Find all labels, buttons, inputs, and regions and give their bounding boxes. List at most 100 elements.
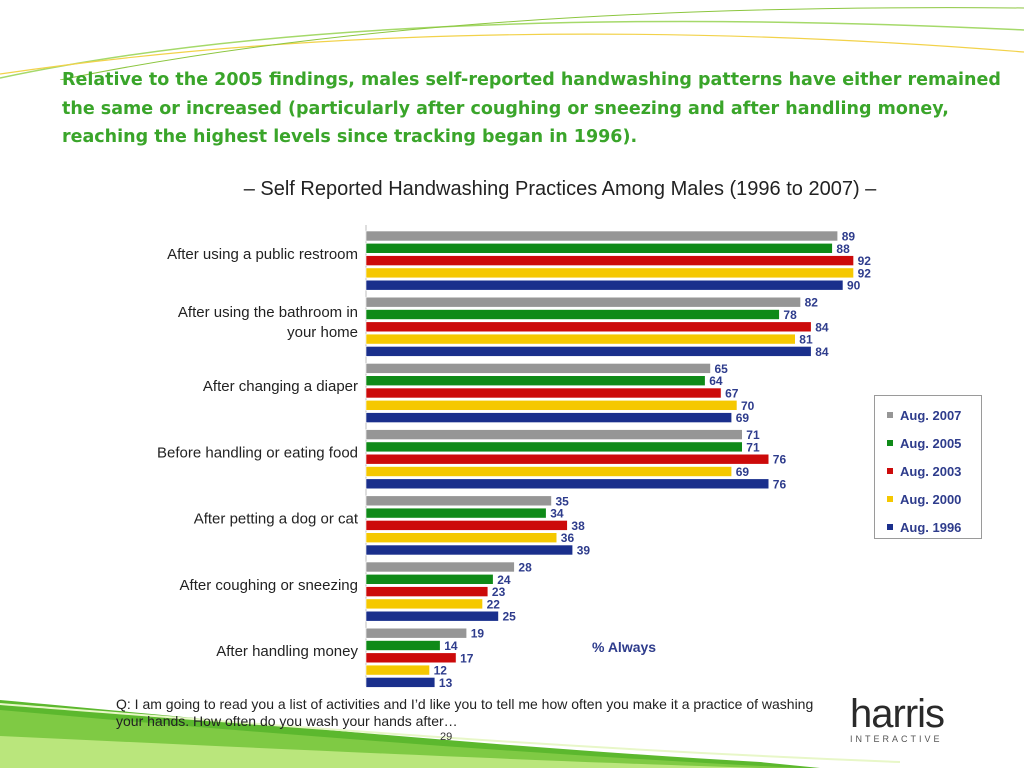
bar bbox=[365, 333, 796, 345]
data-label: 65 bbox=[715, 362, 729, 376]
bar bbox=[365, 255, 854, 266]
legend-item: Aug. 2007 bbox=[887, 401, 981, 429]
data-label: 35 bbox=[556, 494, 570, 508]
data-label: 76 bbox=[773, 453, 787, 467]
category-label-line: After using a public restroom bbox=[167, 246, 358, 263]
data-label: 89 bbox=[842, 230, 856, 244]
bar bbox=[365, 573, 494, 585]
bar bbox=[365, 586, 489, 597]
bar bbox=[365, 296, 801, 308]
data-label: 22 bbox=[487, 597, 501, 611]
bar bbox=[365, 507, 547, 519]
bar bbox=[365, 664, 430, 676]
data-label: 81 bbox=[799, 333, 813, 347]
data-label: 69 bbox=[736, 465, 750, 479]
bar bbox=[365, 677, 436, 688]
bar bbox=[365, 640, 441, 651]
data-label: 84 bbox=[815, 345, 829, 359]
data-label: 76 bbox=[773, 477, 787, 491]
category-label: After coughing or sneezing bbox=[180, 577, 358, 594]
data-label: 82 bbox=[805, 296, 819, 310]
category-label: After petting a dog or cat bbox=[194, 511, 359, 528]
data-label: 78 bbox=[783, 308, 797, 322]
legend-swatch bbox=[887, 496, 893, 502]
category-label: After changing a diaper bbox=[203, 378, 358, 395]
data-label: 17 bbox=[460, 651, 474, 665]
bar-chart: After using a public restroom8988929290A… bbox=[157, 225, 872, 690]
headline-text: Relative to the 2005 findings, males sel… bbox=[62, 70, 1001, 147]
bar bbox=[365, 412, 733, 423]
category-label-line: Before handling or eating food bbox=[157, 444, 358, 461]
bar bbox=[365, 532, 558, 544]
bar bbox=[365, 652, 457, 664]
legend-label: Aug. 2000 bbox=[900, 491, 962, 507]
category-label: After using the bathroom in your home bbox=[178, 304, 358, 341]
data-label: 34 bbox=[550, 507, 564, 521]
data-label: 67 bbox=[725, 387, 739, 401]
bar bbox=[365, 387, 722, 399]
bar bbox=[365, 466, 733, 477]
data-label: 71 bbox=[746, 428, 760, 442]
chart-title: – Self Reported Handwashing Practices Am… bbox=[243, 178, 877, 200]
data-label: 36 bbox=[561, 531, 575, 545]
bar bbox=[365, 627, 467, 639]
data-label: 88 bbox=[836, 242, 850, 256]
units-label: % Always bbox=[592, 639, 657, 655]
data-label: 19 bbox=[471, 627, 485, 641]
legend-item: Aug. 2005 bbox=[887, 429, 981, 457]
legend-item: Aug. 2000 bbox=[887, 485, 981, 513]
data-label: 90 bbox=[847, 279, 861, 293]
data-label: 71 bbox=[746, 440, 760, 454]
bar bbox=[365, 429, 743, 440]
bar bbox=[365, 375, 706, 386]
question-text: Q: I am going to read you a list of acti… bbox=[116, 696, 814, 729]
bar bbox=[365, 309, 780, 320]
category-label: After handling money bbox=[216, 643, 358, 660]
data-label: 23 bbox=[492, 585, 506, 599]
top-decorative-swoosh bbox=[0, 7, 1024, 80]
page-number: 29 bbox=[440, 731, 453, 743]
data-label: 38 bbox=[571, 519, 585, 533]
data-label: 92 bbox=[858, 254, 872, 268]
data-label: 92 bbox=[858, 266, 872, 280]
category-label: Before handling or eating food bbox=[157, 444, 358, 461]
bottom-decorative-swoosh bbox=[0, 700, 901, 768]
legend-label: Aug. 1996 bbox=[900, 519, 962, 535]
bar bbox=[365, 495, 552, 507]
data-label: 13 bbox=[439, 676, 453, 690]
legend-label: Aug. 2003 bbox=[900, 463, 962, 479]
bar bbox=[365, 346, 812, 357]
data-label: 25 bbox=[503, 610, 517, 624]
category-label-line: After changing a diaper bbox=[203, 378, 358, 395]
bar bbox=[365, 610, 499, 622]
bar bbox=[365, 598, 483, 610]
bar bbox=[365, 478, 770, 490]
legend-swatch bbox=[887, 412, 893, 418]
bar bbox=[365, 267, 854, 279]
legend-swatch bbox=[887, 524, 893, 530]
data-label: 69 bbox=[736, 411, 750, 425]
category-label-line: After using the bathroom in bbox=[178, 304, 358, 321]
bar bbox=[365, 242, 833, 254]
bar bbox=[365, 561, 515, 573]
category-label-line: your home bbox=[287, 324, 358, 341]
bar bbox=[365, 363, 711, 374]
legend-item: Aug. 1996 bbox=[887, 513, 981, 541]
bar bbox=[365, 441, 743, 453]
bar bbox=[365, 520, 568, 531]
legend-item: Aug. 2003 bbox=[887, 457, 981, 485]
logo-subtitle: INTERACTIVE bbox=[850, 734, 943, 744]
bar bbox=[365, 321, 812, 333]
bar bbox=[365, 230, 839, 242]
bar bbox=[365, 279, 844, 291]
data-label: 39 bbox=[577, 544, 591, 558]
legend-label: Aug. 2005 bbox=[900, 435, 962, 451]
bar bbox=[365, 400, 738, 411]
legend-label: Aug. 2007 bbox=[900, 407, 962, 423]
data-label: 24 bbox=[497, 573, 511, 587]
data-label: 14 bbox=[444, 639, 458, 653]
category-label-line: After coughing or sneezing bbox=[180, 577, 358, 594]
logo-wordmark: harris bbox=[850, 692, 945, 736]
harris-interactive-logo: harris INTERACTIVE bbox=[850, 694, 950, 744]
bar bbox=[365, 453, 770, 465]
